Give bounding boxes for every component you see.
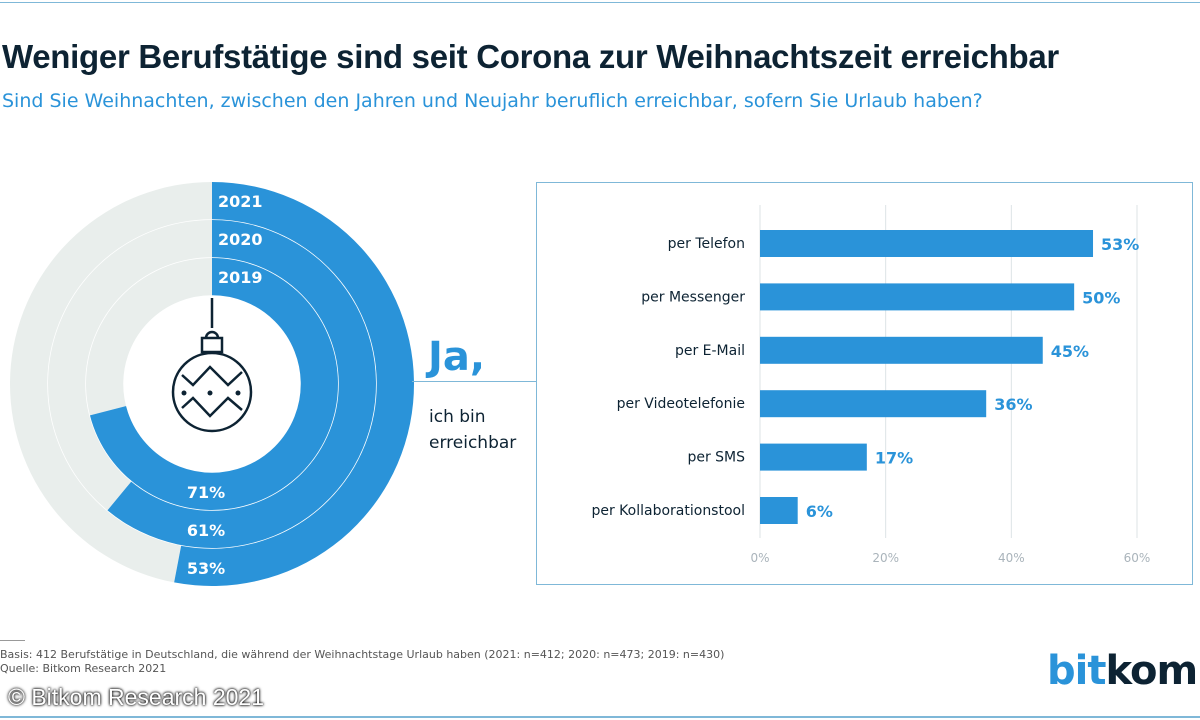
donut-segment-2019 <box>89 258 338 510</box>
donut-chart: 2021 53% 2020 61% 2019 71% <box>9 182 414 586</box>
category-label: per Messenger <box>641 289 745 305</box>
x-tick-label: 40% <box>998 551 1025 565</box>
bitkom-logo: bitkom <box>1047 648 1198 694</box>
value-label: 50% <box>1082 288 1120 307</box>
footnote-source: Quelle: Bitkom Research 2021 <box>0 662 167 675</box>
watermark: © Bitkom Research 2021 <box>8 684 265 710</box>
donut-segment-2020 <box>107 220 377 548</box>
bar-chart: 0% 20% 40% 60% per Telefon 53% per Messenger 50… <box>591 205 1151 565</box>
category-label: per Telefon <box>668 236 745 252</box>
christmas-bauble-icon <box>171 298 253 433</box>
x-tick-label: 20% <box>872 551 899 565</box>
percent-label: 61% <box>187 521 225 540</box>
category-label: per E-Mail <box>675 343 745 359</box>
value-label: 45% <box>1051 342 1089 361</box>
category-label: per Videotelefonie <box>617 396 745 412</box>
bar-4 <box>760 443 867 471</box>
ring-divider <box>123 295 301 473</box>
donut-remainder-2019 <box>85 258 212 416</box>
bar-1 <box>760 283 1075 311</box>
value-label: 6% <box>806 502 833 521</box>
bauble-dot <box>235 390 241 396</box>
value-label: 53% <box>1101 235 1139 254</box>
bauble-hook <box>204 330 220 339</box>
bauble-cap <box>200 336 224 354</box>
connector-line <box>412 381 537 382</box>
bar-5 <box>760 497 798 524</box>
footer-rule <box>0 640 25 641</box>
x-tick-label: 0% <box>750 551 769 565</box>
bauble-ball <box>171 351 253 433</box>
bottom-rule <box>0 716 1200 718</box>
year-label: 2020 <box>218 230 263 249</box>
bar-2 <box>760 336 1043 364</box>
value-label: 36% <box>994 395 1032 414</box>
x-tick-label: 60% <box>1124 551 1151 565</box>
bauble-dot <box>181 390 187 396</box>
donut-remainder-2021 <box>9 182 212 583</box>
percent-label: 71% <box>187 483 225 502</box>
percent-label: 53% <box>187 559 225 578</box>
top-rule <box>0 2 1200 3</box>
answer-line2: erreichbar <box>429 433 517 453</box>
bauble-zigzag <box>181 365 243 387</box>
year-label: 2021 <box>218 192 263 211</box>
donut-segment-2021 <box>174 182 414 586</box>
value-label: 17% <box>875 449 913 468</box>
answer-ja: Ja, <box>428 334 486 380</box>
category-label: per SMS <box>687 450 745 466</box>
bauble-dot <box>207 390 213 396</box>
bar-3 <box>760 390 987 418</box>
answer-line1: ich bin <box>429 407 486 427</box>
bauble-zigzag <box>181 396 243 418</box>
subtitle: Sind Sie Weihnachten, zwischen den Jahre… <box>2 90 983 112</box>
year-label: 2019 <box>218 268 263 287</box>
bar-chart-panel: 0% 20% 40% 60% per Telefon 53% per Messenger 50… <box>536 182 1193 585</box>
category-label: per Kollaborationstool <box>591 503 745 519</box>
footnote: Basis: 412 Berufstätige in Deutschland, … <box>0 648 724 676</box>
footnote-basis: Basis: 412 Berufstätige in Deutschland, … <box>0 648 725 661</box>
bar-0 <box>760 230 1094 257</box>
answer-text: ich bin erreichbar <box>429 404 549 456</box>
page-title: Weniger Berufstätige sind seit Corona zu… <box>2 38 1059 75</box>
donut-remainder-2020 <box>47 220 212 511</box>
